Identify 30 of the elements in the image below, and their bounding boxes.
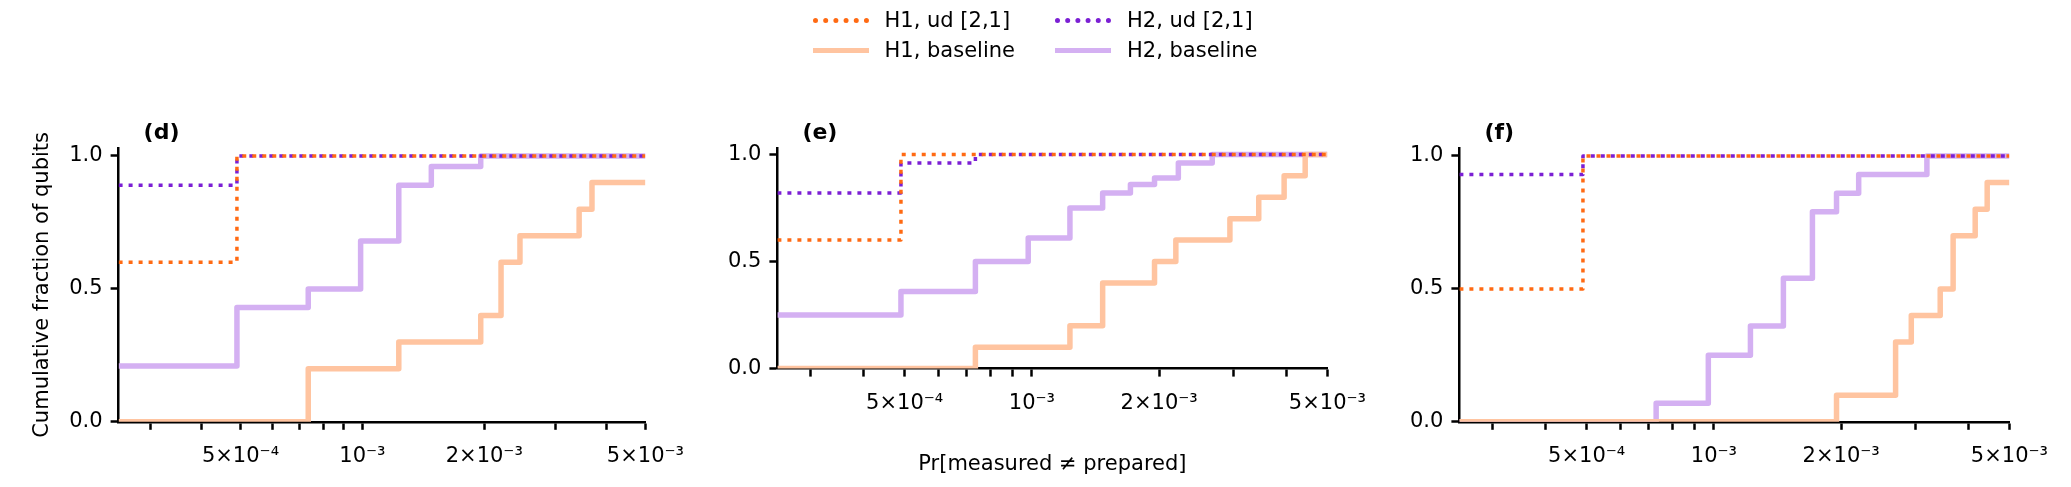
y-tick-label: 1.0	[727, 140, 762, 165]
x-tick-label: 2×10⁻³	[445, 442, 523, 467]
x-tick-label: 10⁻³	[339, 442, 386, 467]
x-tick-label: 5×10⁻³	[1970, 442, 2048, 467]
x-tick-label: 5×10⁻⁴	[866, 389, 944, 414]
y-tick-label: 1.0	[69, 142, 103, 167]
x-tick-label: 5×10⁻⁴	[1548, 442, 1626, 467]
legend-label: H2, ud [2,1]	[1127, 8, 1253, 32]
y-tick-label: 0.5	[727, 247, 762, 272]
chart-title: (f)	[1484, 118, 1515, 144]
x-tick-label: 5×10⁻³	[606, 442, 684, 467]
y-tick-label: 0.0	[727, 355, 762, 380]
x-tick-label: 10⁻³	[1690, 442, 1738, 467]
y-tick-label: 1.0	[1409, 142, 1444, 167]
chart-title: (e)	[802, 118, 838, 144]
x-tick-label: 2×10⁻³	[1120, 389, 1198, 414]
x-tick-label: 2×10⁻³	[1802, 442, 1880, 467]
y-axis-title: Cumulative fraction of qubits	[29, 132, 54, 438]
x-tick-label: 5×10⁻⁴	[201, 442, 280, 467]
y-tick-label: 0.5	[69, 275, 103, 300]
x-tick-label: 10⁻³	[1008, 389, 1056, 414]
legend-label: H2, baseline	[1127, 38, 1258, 62]
y-tick-label: 0.5	[1409, 275, 1444, 300]
x-axis-title: Pr[measured ≠ prepared]	[918, 450, 1187, 475]
y-tick-label: 0.0	[1409, 408, 1444, 433]
y-tick-label: 0.0	[69, 408, 103, 433]
chart-title: (d)	[143, 118, 180, 144]
legend-label: H1, baseline	[884, 38, 1015, 62]
x-tick-label: 5×10⁻³	[1288, 389, 1366, 414]
legend-label: H1, ud [2,1]	[884, 8, 1011, 32]
